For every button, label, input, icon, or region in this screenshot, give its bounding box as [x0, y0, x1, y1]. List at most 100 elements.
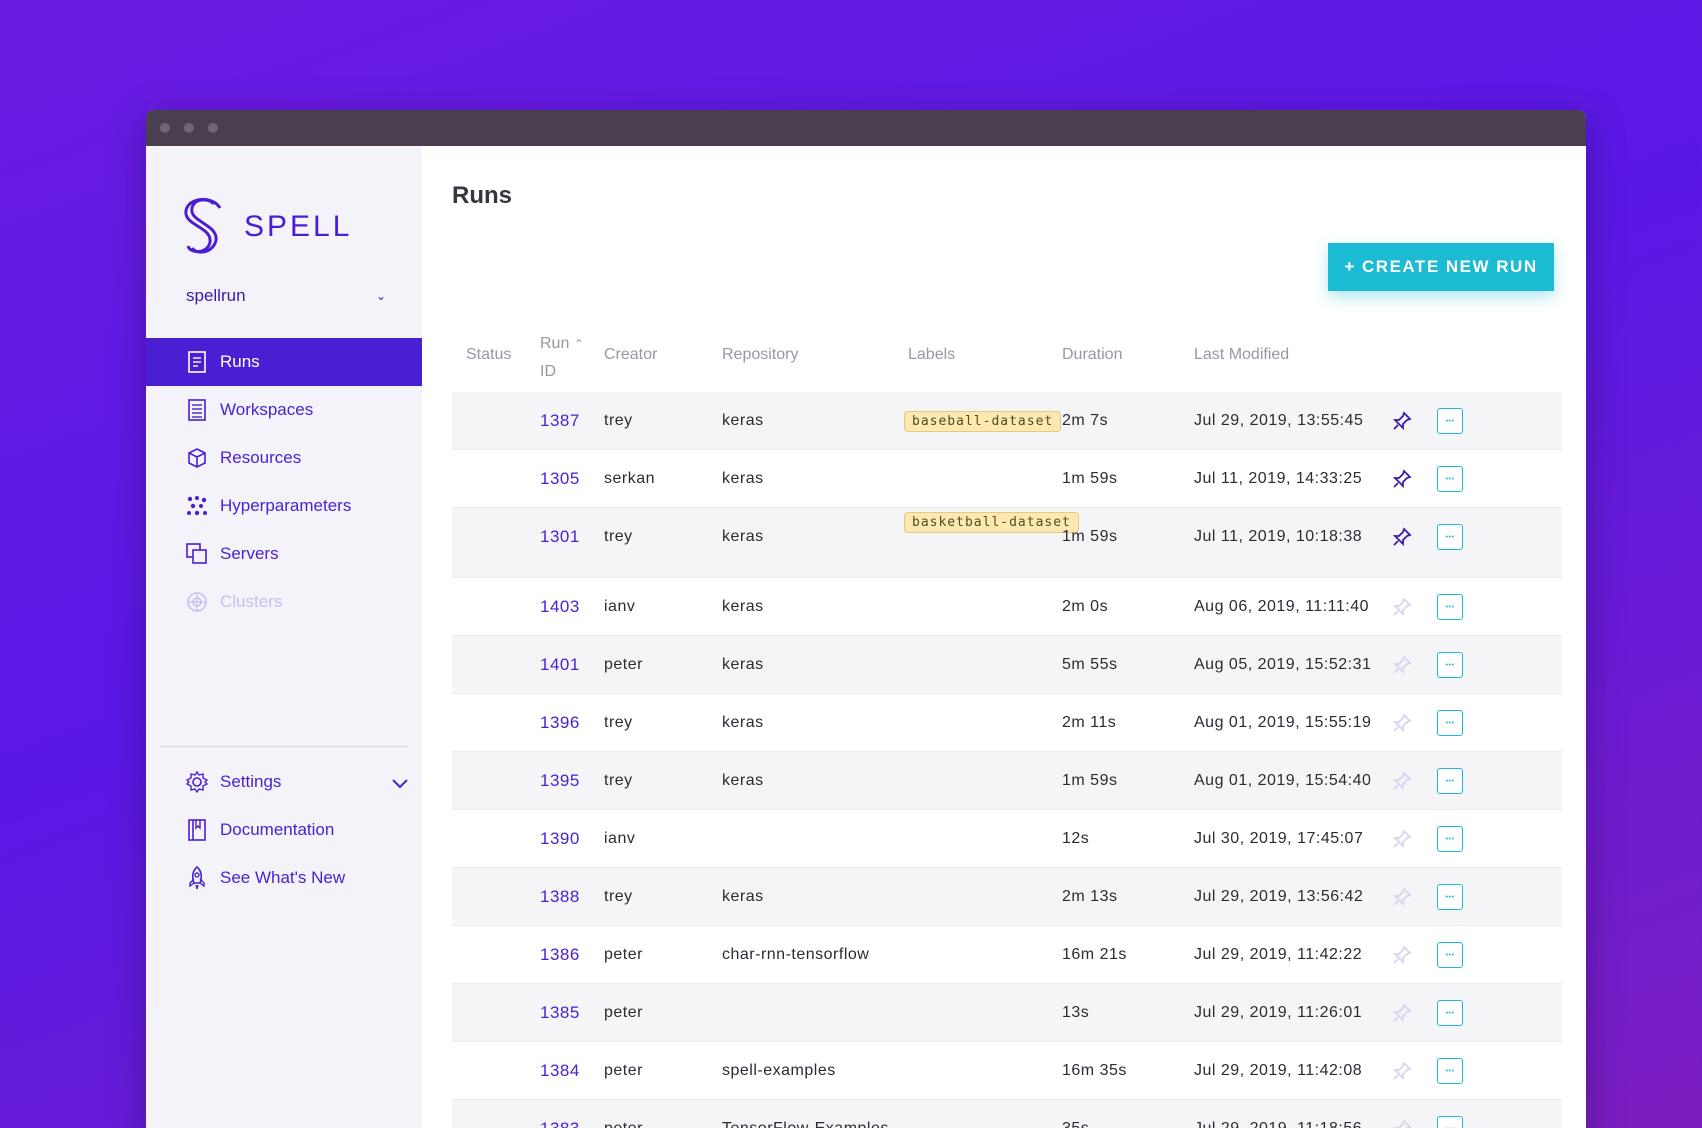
run-id-link[interactable]: 1305: [540, 469, 580, 488]
row-menu-cell: •••: [1437, 926, 1463, 984]
run-id-link[interactable]: 1396: [540, 713, 580, 732]
sort-asc-icon: ⌃: [573, 337, 584, 351]
column-header-status[interactable]: Status: [466, 346, 512, 363]
table-row[interactable]: 1395 trey keras 1m 59s Aug 01, 2019, 15:54:4…: [452, 752, 1562, 810]
table-row[interactable]: 1384 peter spell-examples 16m 35s Jul 29, 20…: [452, 1042, 1562, 1100]
ellipsis-icon: •••: [1445, 661, 1455, 669]
table-row[interactable]: 1401 peter keras 5m 55s Aug 05, 2019, 15:52:…: [452, 636, 1562, 694]
label-badge[interactable]: baseball-dataset: [904, 410, 1062, 432]
more-options-button[interactable]: •••: [1437, 594, 1463, 620]
repository-cell: keras: [722, 888, 764, 905]
brand-name: SPELL: [244, 210, 353, 243]
row-menu-cell: •••: [1437, 636, 1463, 694]
pin-button[interactable]: [1392, 984, 1412, 1042]
table-row[interactable]: 1301 trey keras basketball-dataset 1m 59s Jul…: [452, 508, 1562, 578]
run-id-link[interactable]: 1383: [540, 1100, 580, 1128]
org-switcher[interactable]: spellrun ⌄: [186, 286, 386, 306]
column-header-repository[interactable]: Repository: [722, 346, 799, 363]
run-id-link[interactable]: 1301: [540, 527, 580, 546]
table-row[interactable]: 1305 serkan keras 1m 59s Jul 11, 2019, 14:33…: [452, 450, 1562, 508]
pin-icon: [1392, 1061, 1412, 1081]
window-close-dot[interactable]: [160, 123, 170, 133]
pin-button[interactable]: [1392, 810, 1412, 868]
pin-button[interactable]: [1392, 926, 1412, 984]
pin-button[interactable]: [1392, 752, 1412, 810]
more-options-button[interactable]: •••: [1437, 826, 1463, 852]
sidebar-item-label: Servers: [220, 544, 279, 563]
table-row[interactable]: 1396 trey keras 2m 11s Aug 01, 2019, 15:55:1…: [452, 694, 1562, 752]
duration-cell: 1m 59s: [1062, 528, 1118, 545]
column-header-creator[interactable]: Creator: [604, 346, 658, 363]
column-header-last-modified[interactable]: Last Modified: [1194, 346, 1290, 363]
more-options-button[interactable]: •••: [1437, 652, 1463, 678]
more-options-button[interactable]: •••: [1437, 942, 1463, 968]
spell-logo-icon: [184, 198, 222, 254]
table-row[interactable]: 1390 ianv 12s Jul 30, 2019, 17:45:07 •••: [452, 810, 1562, 868]
window-maximize-dot[interactable]: [208, 123, 218, 133]
pin-button[interactable]: [1392, 392, 1412, 450]
more-options-button[interactable]: •••: [1437, 710, 1463, 736]
window-minimize-dot[interactable]: [184, 123, 194, 133]
table-row[interactable]: 1385 peter 13s Jul 29, 2019, 11:26:01 •••: [452, 984, 1562, 1042]
duration-cell: 2m 13s: [1062, 888, 1118, 905]
run-id-link[interactable]: 1390: [540, 829, 580, 848]
run-id-link[interactable]: 1401: [540, 655, 580, 674]
pin-button[interactable]: [1392, 578, 1412, 636]
ellipsis-icon: •••: [1445, 533, 1455, 541]
sidebar-item-runs[interactable]: Runs: [146, 338, 422, 386]
duration-cell: 16m 21s: [1062, 946, 1127, 963]
label-badge[interactable]: basketball-dataset: [904, 512, 1079, 533]
column-header-run-id[interactable]: Run ⌃ ID: [540, 330, 584, 386]
pin-button[interactable]: [1392, 450, 1412, 508]
sidebar-item-whats-new[interactable]: See What's New: [146, 854, 422, 902]
column-header-labels[interactable]: Labels: [908, 346, 956, 363]
pin-button[interactable]: [1392, 694, 1412, 752]
create-new-run-button[interactable]: + CREATE NEW RUN: [1328, 243, 1554, 291]
run-id-link[interactable]: 1395: [540, 771, 580, 790]
book-icon: [186, 819, 208, 841]
table-row[interactable]: 1383 peter TensorFlow-Examples 35s Jul 29, 2…: [452, 1100, 1562, 1128]
table-row[interactable]: 1386 peter char-rnn-tensorflow 16m 21s Jul 2…: [452, 926, 1562, 984]
pin-button[interactable]: [1392, 636, 1412, 694]
pin-button[interactable]: [1392, 1042, 1412, 1100]
more-options-button[interactable]: •••: [1437, 524, 1463, 550]
more-options-button[interactable]: •••: [1437, 884, 1463, 910]
sidebar-item-hyperparameters[interactable]: Hyperparameters: [146, 482, 422, 530]
last-modified-cell: Aug 05, 2019, 15:52:31: [1194, 656, 1372, 673]
run-id-link[interactable]: 1386: [540, 945, 580, 964]
run-id-link[interactable]: 1403: [540, 597, 580, 616]
pin-icon: [1392, 597, 1412, 617]
table-body: 1387 trey keras baseball-dataset 2m 7s Jul 29…: [452, 392, 1562, 1128]
sidebar-item-settings[interactable]: Settings: [146, 758, 422, 806]
creator-cell: peter: [604, 1100, 643, 1128]
run-id-link[interactable]: 1384: [540, 1061, 580, 1080]
more-options-button[interactable]: •••: [1437, 1058, 1463, 1084]
table-row[interactable]: 1387 trey keras baseball-dataset 2m 7s Jul 29…: [452, 392, 1562, 450]
more-options-button[interactable]: •••: [1437, 408, 1463, 434]
run-id-link[interactable]: 1387: [540, 411, 580, 430]
sidebar-item-workspaces[interactable]: Workspaces: [146, 386, 422, 434]
sidebar-item-servers[interactable]: Servers: [146, 530, 422, 578]
pin-button[interactable]: [1392, 1100, 1412, 1128]
more-options-button[interactable]: •••: [1437, 1116, 1463, 1128]
more-options-button[interactable]: •••: [1437, 466, 1463, 492]
repository-cell: keras: [722, 772, 764, 789]
more-options-button[interactable]: •••: [1437, 768, 1463, 794]
table-row[interactable]: 1388 trey keras 2m 13s Jul 29, 2019, 13:56:4…: [452, 868, 1562, 926]
sidebar-item-resources[interactable]: Resources: [146, 434, 422, 482]
row-menu-cell: •••: [1437, 578, 1463, 636]
ellipsis-icon: •••: [1446, 1126, 1455, 1128]
column-header-duration[interactable]: Duration: [1062, 346, 1123, 363]
run-id-link[interactable]: 1388: [540, 887, 580, 906]
run-id-link[interactable]: 1385: [540, 1003, 580, 1022]
sidebar-item-documentation[interactable]: Documentation: [146, 806, 422, 854]
pin-button[interactable]: [1392, 508, 1412, 566]
table-row[interactable]: 1403 ianv keras 2m 0s Aug 06, 2019, 11:11:40…: [452, 578, 1562, 636]
sidebar-item-label: Settings: [220, 772, 282, 791]
chevron-down-icon[interactable]: [392, 774, 408, 794]
logo[interactable]: SPELL: [184, 196, 352, 258]
more-options-button[interactable]: •••: [1437, 1000, 1463, 1026]
pin-button[interactable]: [1392, 868, 1412, 926]
cube-icon: [186, 447, 208, 469]
repository-cell: keras: [722, 412, 764, 429]
